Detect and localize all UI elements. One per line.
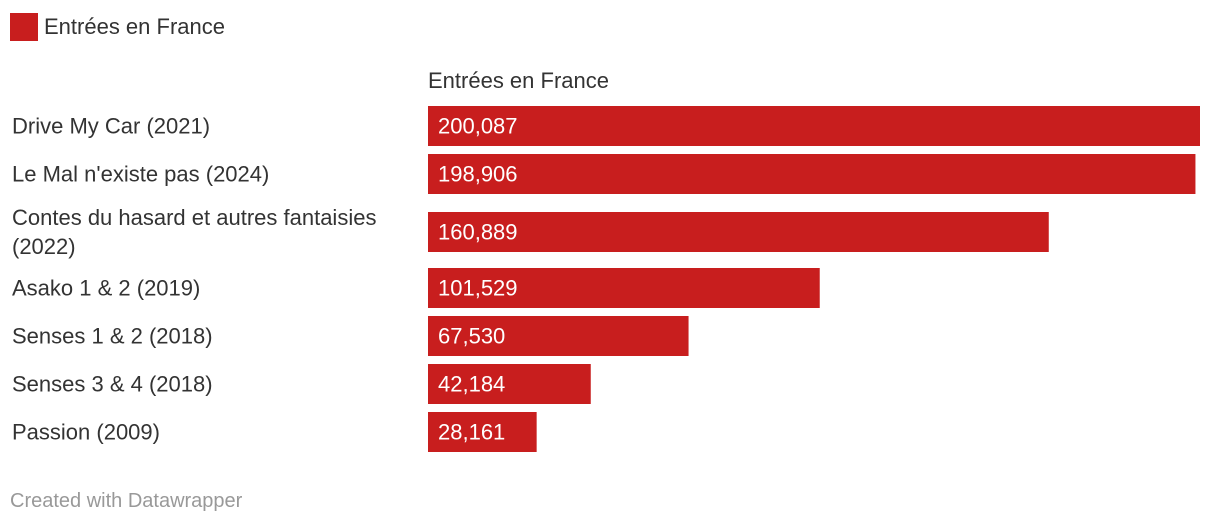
bar [428,316,689,356]
bar [428,268,820,308]
legend-swatch [10,13,38,41]
footer-credit[interactable]: Created with Datawrapper [10,490,243,512]
bar-value-label: 42,184 [438,372,505,397]
bar-value-label: 67,530 [438,324,505,349]
bar [428,212,1049,252]
bar [428,412,537,452]
category-label: Passion (2009) [12,420,160,445]
category-label: Contes du hasard et autres fantaisies (20… [12,205,376,259]
bar-value-label: 160,889 [438,220,518,245]
legend: Entrées en France [10,12,225,42]
bar-value-label: 200,087 [438,114,518,139]
column-header: Entrées en France [428,68,609,93]
bar-chart: Drive My Car (2021) 200,087 Le Mal n'exist… [12,106,1200,452]
legend-label: Entrées en France [44,14,225,39]
bar-value-label: 198,906 [438,162,518,187]
bar [428,106,1200,146]
bar-value-label: 101,529 [438,276,518,301]
category-label: Le Mal n'existe pas (2024) [12,162,269,187]
bar [428,364,591,404]
bar [428,154,1196,194]
category-label: Drive My Car (2021) [12,114,210,139]
category-label: Senses 3 & 4 (2018) [12,372,213,397]
category-label: Asako 1 & 2 (2019) [12,276,200,301]
bar-value-label: 28,161 [438,420,505,445]
category-label: Senses 1 & 2 (2018) [12,324,213,349]
